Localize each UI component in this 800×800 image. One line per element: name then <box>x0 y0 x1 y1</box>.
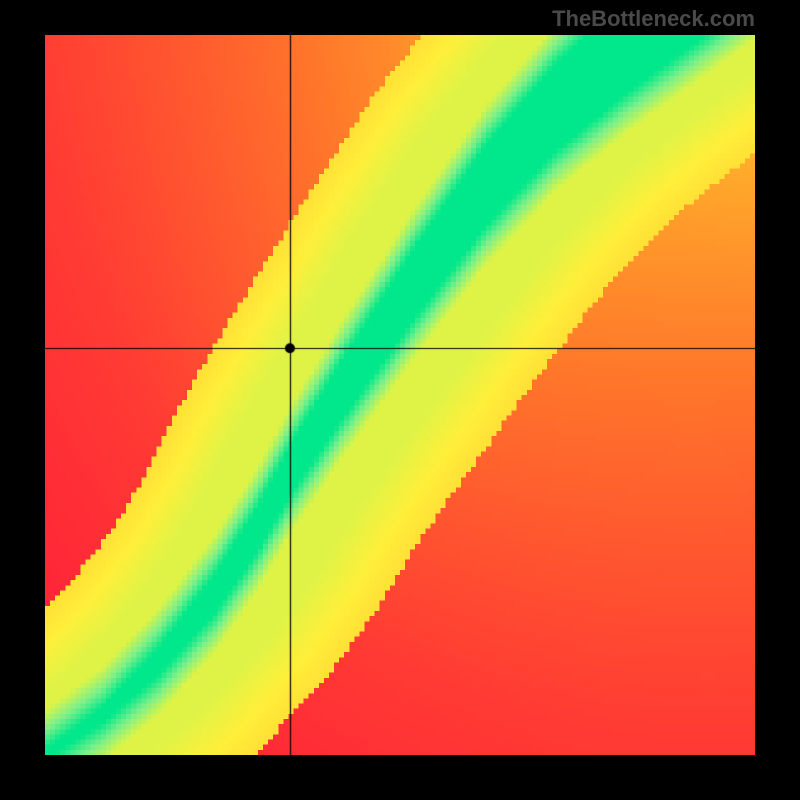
chart-container: { "meta": { "source_label": "TheBottlene… <box>0 0 800 800</box>
bottleneck-heatmap <box>45 35 755 755</box>
watermark-label: TheBottleneck.com <box>552 6 755 32</box>
